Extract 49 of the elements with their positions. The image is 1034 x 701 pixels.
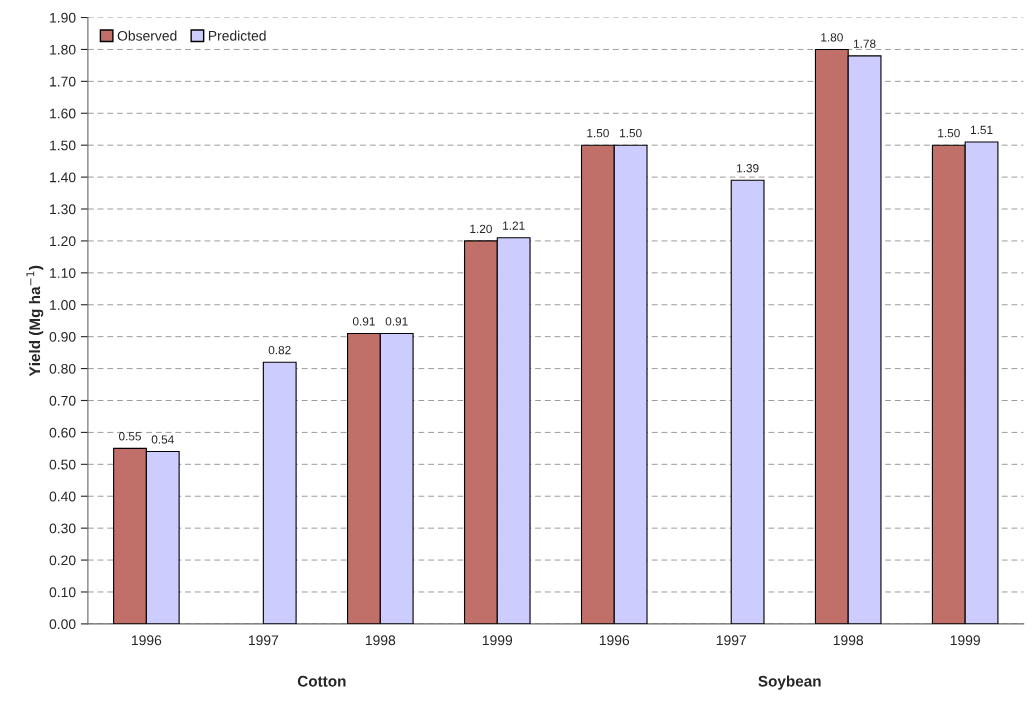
x-tick-label: 1996 [131,635,162,646]
y-tick-label: 1.70 [50,76,76,87]
x-tick-label: 1998 [365,635,396,646]
y-tick-label: 0.20 [49,555,76,566]
data-label: 1.50 [938,128,960,138]
y-tick-label: 0.80 [49,363,76,374]
data-label: 1.51 [970,125,993,135]
y-axis-title: Yield (Mg ha$^{−1}$) [26,265,44,377]
data-label: 1.21 [503,221,525,230]
data-label: 0.91 [352,317,375,326]
data-label: 0.82 [268,345,291,355]
x-tick-label: 1997 [248,635,279,646]
data-label: 1.20 [470,224,492,234]
y-tick-label: 1.80 [50,44,76,55]
data-label: 0.54 [151,435,174,444]
x-tick-label: 1997 [716,635,746,646]
y-tick-label: 1.30 [50,204,76,215]
y-tick-label: 0.60 [49,427,76,438]
bar [730,179,765,624]
y-tick-label: 0.40 [49,491,76,502]
text: Cotton [297,675,346,687]
y-tick-label: 0.70 [49,395,76,406]
data-label: 1.50 [587,128,609,138]
y-tick-label: 1.50 [50,140,76,151]
y-tick-label: 0.50 [49,459,76,470]
x-tick-label: 1999 [950,635,980,646]
text: Soybean [758,675,821,690]
legend-label: Observed [117,30,177,41]
y-tick-label: 1.20 [50,236,76,247]
bar [262,361,297,624]
y-tick-label: 0.30 [49,523,76,534]
y-tick-label: 0.90 [49,332,76,342]
legend-label: Predicted [208,30,266,41]
y-tick-label: 0.00 [49,619,76,630]
y-tick-label: 1.90 [50,12,76,23]
data-label: 0.91 [385,317,408,326]
data-label: 1.39 [737,164,759,173]
y-tick-label: 1.00 [50,300,76,310]
x-tick-label: 1999 [482,635,513,646]
data-label: 1.50 [620,128,642,138]
y-tick-label: 1.60 [50,108,76,119]
y-tick-label: 0.10 [49,587,76,598]
data-label: 1.78 [853,39,876,48]
x-tick-label: 1996 [599,635,630,646]
x-tick-label: 1998 [833,635,864,646]
data-label: 0.55 [118,432,141,441]
y-tick-label: 1.40 [50,172,76,183]
data-label: 1.80 [821,33,843,42]
y-tick-label: 1.10 [50,268,76,279]
